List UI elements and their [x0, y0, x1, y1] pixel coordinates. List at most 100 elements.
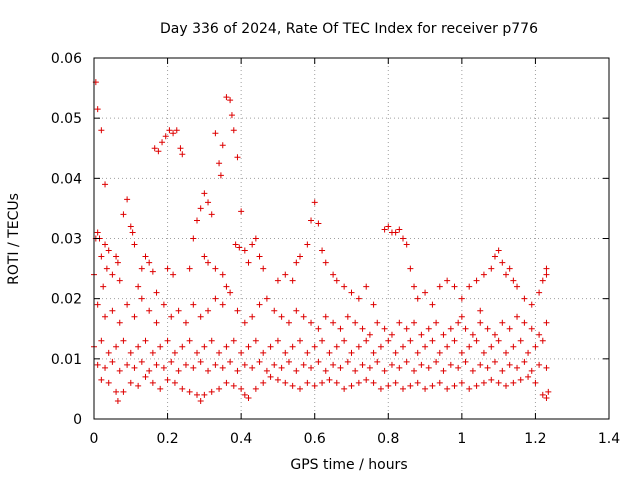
- data-point: [109, 358, 116, 365]
- data-point: [164, 376, 171, 383]
- data-point: [458, 379, 465, 386]
- axis-ticks: [93, 57, 610, 420]
- data-point: [186, 265, 193, 272]
- data-point: [495, 337, 502, 344]
- data-point: [208, 388, 215, 395]
- data-point: [160, 301, 167, 308]
- data-point: [330, 361, 337, 368]
- data-point: [308, 319, 315, 326]
- data-point: [208, 211, 215, 218]
- data-point: [116, 277, 123, 284]
- data-point: [348, 349, 355, 356]
- data-point: [499, 259, 506, 266]
- data-point: [208, 337, 215, 344]
- data-point: [149, 379, 156, 386]
- data-point: [186, 388, 193, 395]
- data-point: [94, 301, 101, 308]
- data-point: [197, 313, 204, 320]
- data-point: [160, 364, 167, 371]
- data-point: [330, 271, 337, 278]
- data-point: [337, 325, 344, 332]
- data-point: [212, 295, 219, 302]
- data-point: [149, 349, 156, 356]
- data-point: [175, 307, 182, 314]
- data-point: [155, 148, 162, 155]
- data-point: [223, 94, 230, 101]
- data-point: [436, 349, 443, 356]
- data-point: [503, 271, 509, 278]
- data-point: [525, 373, 532, 380]
- x-tick-labels: 0 0.2 0.4 0.6 0.8 1 1.2 1.4: [90, 431, 621, 447]
- data-point: [146, 307, 153, 314]
- data-point: [238, 349, 245, 356]
- data-point: [129, 229, 136, 236]
- data-point: [469, 331, 476, 338]
- data-point: [197, 397, 204, 404]
- x-tick-label: 1.2: [524, 431, 546, 447]
- data-point: [100, 283, 107, 290]
- y-tick-labels: 0 0.01 0.02 0.03 0.04 0.05 0.06: [51, 51, 82, 428]
- data-point: [396, 226, 403, 233]
- data-point: [304, 349, 311, 356]
- data-point: [451, 283, 458, 290]
- data-point: [120, 388, 127, 395]
- data-point: [274, 376, 281, 383]
- data-point: [539, 391, 546, 398]
- data-point: [300, 313, 307, 320]
- data-point: [319, 247, 326, 254]
- data-point: [344, 358, 351, 365]
- data-point: [153, 361, 160, 368]
- data-point: [227, 97, 234, 104]
- data-point: [212, 265, 219, 272]
- data-point: [488, 265, 495, 272]
- data-point: [319, 337, 326, 344]
- data-point: [135, 382, 142, 389]
- data-point: [455, 319, 462, 326]
- data-point: [102, 364, 109, 371]
- data-point: [197, 358, 204, 365]
- data-point: [252, 385, 259, 392]
- data-point: [249, 313, 256, 320]
- data-point: [114, 259, 121, 266]
- data-point: [102, 313, 109, 320]
- data-point: [105, 379, 112, 386]
- data-point: [142, 337, 149, 344]
- data-point: [113, 388, 120, 395]
- data-point: [374, 358, 381, 365]
- data-point: [447, 361, 454, 368]
- data-point: [543, 394, 550, 401]
- data-point: [381, 226, 388, 233]
- data-point: [396, 319, 403, 326]
- data-point: [293, 367, 300, 374]
- data-point: [543, 319, 550, 326]
- data-point: [102, 241, 109, 248]
- data-point: [429, 301, 436, 308]
- data-point: [407, 382, 414, 389]
- data-point: [127, 379, 134, 386]
- data-point: [536, 361, 543, 368]
- data-point: [153, 319, 160, 326]
- data-point: [164, 337, 171, 344]
- data-point: [278, 364, 285, 371]
- data-point: [260, 265, 267, 272]
- data-point: [201, 343, 208, 350]
- data-point: [480, 349, 487, 356]
- data-point: [370, 379, 377, 386]
- data-point: [182, 319, 189, 326]
- data-point: [98, 337, 105, 344]
- data-point: [506, 265, 513, 272]
- data-point: [444, 277, 451, 284]
- data-point: [381, 325, 388, 332]
- data-point: [166, 127, 173, 134]
- data-point: [252, 235, 259, 242]
- data-point: [418, 361, 425, 368]
- data-point: [466, 385, 473, 392]
- data-point: [216, 160, 223, 167]
- data-point: [252, 337, 259, 344]
- data-point: [124, 361, 131, 368]
- data-point: [260, 379, 267, 386]
- data-point: [477, 319, 484, 326]
- data-point: [436, 379, 443, 386]
- data-point: [297, 337, 303, 344]
- data-point: [425, 364, 432, 371]
